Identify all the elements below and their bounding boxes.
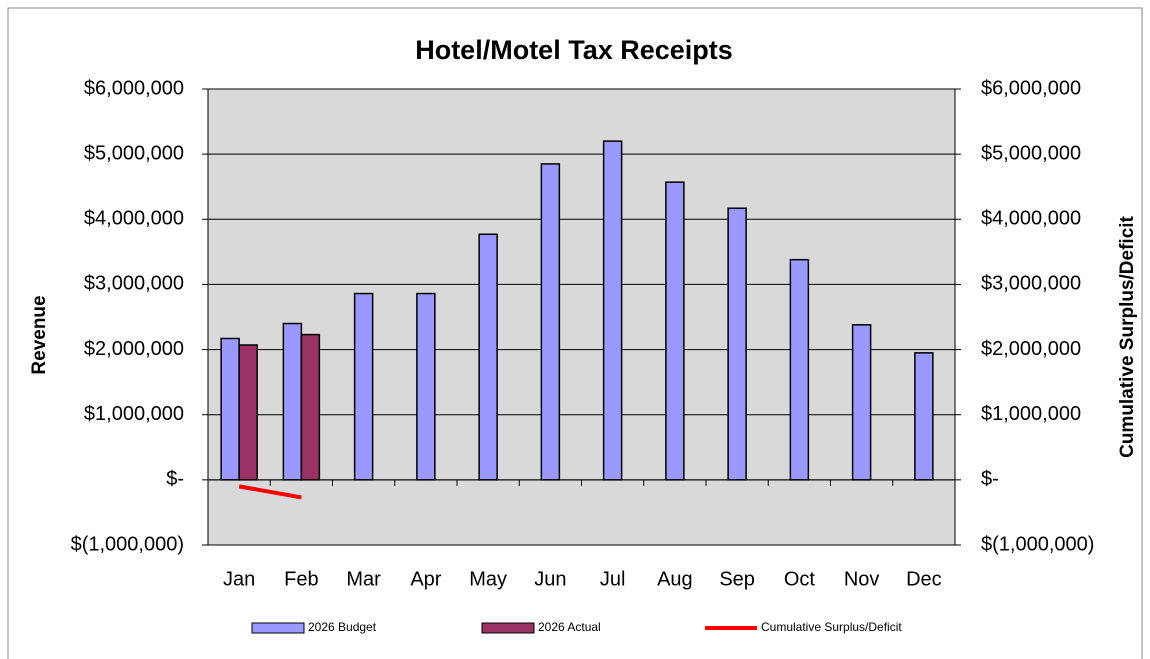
x-tick-label: Aug: [657, 568, 693, 590]
line-series: [238, 484, 302, 500]
y2-tick-label: $1,000,000: [981, 403, 1081, 425]
y-tick-label: $2,000,000: [84, 338, 184, 360]
x-tick-label: Sep: [719, 568, 755, 590]
y-axis-label: Revenue: [29, 295, 50, 374]
bar: [353, 292, 374, 481]
y2-tick-label: $4,000,000: [981, 208, 1081, 230]
bar: [416, 292, 436, 481]
y2-tick-label: $-: [981, 468, 999, 490]
y-tick-label: $6,000,000: [84, 77, 184, 99]
x-tick-label: Dec: [906, 568, 942, 590]
bar: [238, 344, 258, 481]
y-tick-label: $-: [166, 468, 184, 490]
bar: [727, 207, 747, 481]
x-tick-label: Jul: [600, 568, 626, 590]
bar: [478, 233, 498, 481]
y-tick-label: $1,000,000: [84, 403, 184, 425]
chart-title: Hotel/Motel Tax Receipts: [415, 35, 733, 65]
bar: [789, 258, 810, 481]
x-tick-label: Feb: [284, 568, 318, 590]
y-tick-label: $4,000,000: [84, 208, 184, 230]
legend-label: 2026 Actual: [538, 620, 601, 634]
bar: [602, 140, 623, 481]
bar: [914, 352, 934, 481]
bar: [540, 163, 561, 481]
plot-area: [207, 88, 956, 546]
x-tick-label: May: [469, 568, 507, 590]
y2-tick-label: $5,000,000: [981, 142, 1081, 164]
bar: [300, 333, 321, 481]
bar: [220, 337, 240, 481]
x-tick-label: Nov: [844, 568, 880, 590]
x-tick-label: Oct: [784, 568, 816, 590]
x-tick-label: Jan: [223, 568, 255, 590]
legend-swatch: [481, 622, 535, 634]
y-tick-label: $5,000,000: [84, 142, 184, 164]
y2-tick-label: $3,000,000: [981, 273, 1081, 295]
bar: [282, 322, 303, 481]
y2-tick-label: $6,000,000: [981, 77, 1081, 99]
y2-tick-label: $2,000,000: [981, 338, 1081, 360]
legend-swatch: [251, 622, 305, 634]
y-tick-label: $(1,000,000): [71, 533, 184, 555]
x-tick-label: Apr: [410, 568, 441, 590]
y-tick-label: $3,000,000: [84, 273, 184, 295]
x-tick-label: Mar: [346, 568, 381, 590]
x-tick-label: Jun: [534, 568, 566, 590]
y2-axis-label: Cumulative Surplus/Deficit: [1117, 215, 1138, 457]
bar: [851, 324, 872, 481]
y2-tick-label: $(1,000,000): [981, 533, 1094, 555]
bar: [665, 181, 685, 481]
legend-label: Cumulative Surplus/Deficit: [761, 620, 902, 634]
legend-label: 2026 Budget: [308, 620, 377, 634]
